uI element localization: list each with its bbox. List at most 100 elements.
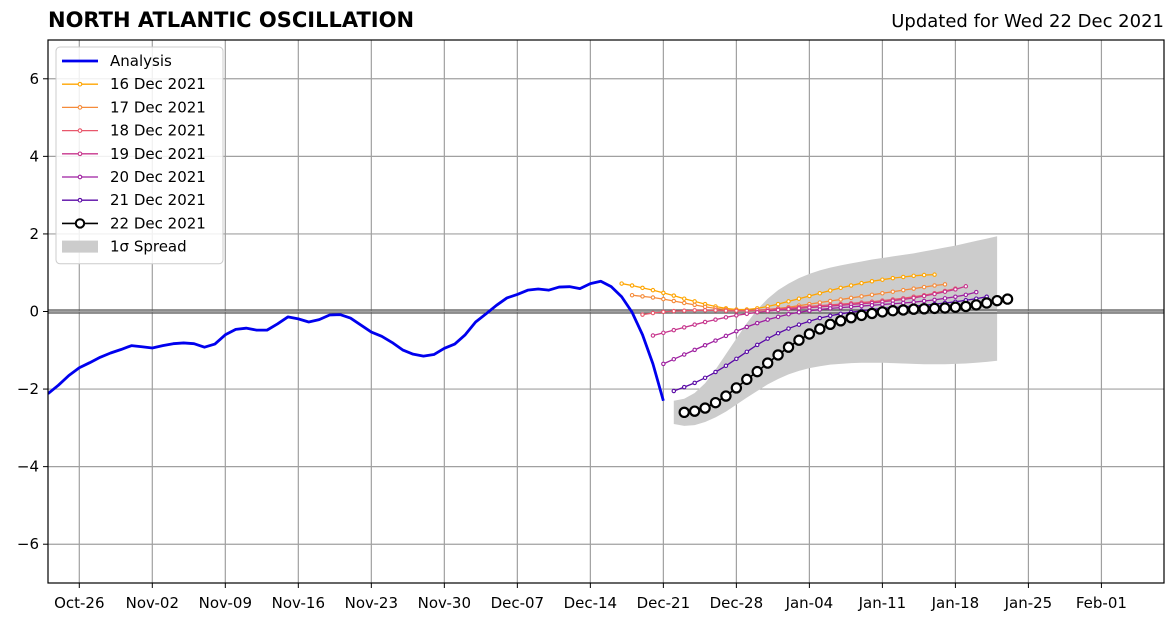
forecast-point [827,298,833,304]
forecast-point [720,390,732,402]
x-tick-label: Jan-11 [858,594,907,612]
forecast-point [932,283,937,288]
forecast-point [911,286,916,291]
forecast-point [845,312,857,324]
legend-item: 20 Dec 2021 [62,168,206,186]
forecast-point [963,284,969,289]
legend-label: Analysis [110,52,172,70]
legend-marker [74,218,86,229]
forecast-point [869,278,875,284]
y-tick-label: −4 [17,458,39,476]
forecast-point [744,349,750,355]
x-tick-label: Jan-18 [931,594,980,612]
plot-frame [47,39,1165,584]
forecast-point [939,302,951,314]
forecast-point [803,328,816,340]
forecast-point [702,342,708,348]
forecast-point [681,308,687,313]
forecast-point [671,388,677,394]
forecast-point [911,273,916,279]
forecast-point [730,382,743,394]
x-tick-label: Jan-25 [1004,594,1053,612]
legend-item: 18 Dec 2021 [62,122,206,140]
forecast-point [692,299,697,304]
legend-label: 1σ Spread [110,238,187,256]
forecast-point [793,334,805,346]
legend-label: 19 Dec 2021 [110,145,206,163]
forecast-point [960,300,972,313]
forecast-point [782,341,795,353]
forecast-point [890,289,896,294]
forecast-point [953,294,958,300]
forecast-point [671,327,677,333]
forecast-point [688,405,701,417]
y-tick-label: 4 [29,147,39,165]
x-tick-label: Dec-21 [637,594,691,612]
forecast-point [734,329,739,334]
forecast-point [692,380,697,386]
forecast-point [786,306,791,312]
forecast-point [970,299,982,311]
legend-marker [77,81,83,87]
forecast-point [681,384,687,390]
y-tick-label: −6 [17,535,39,553]
forecast-point [744,324,750,330]
forecast-point [869,303,875,308]
forecast-point [671,298,677,304]
forecast-point [692,302,697,308]
forecast-point [817,291,823,296]
forecast-point [786,299,791,304]
forecast-point [650,310,656,316]
forecast-point [765,308,770,314]
legend-marker [77,174,83,180]
forecast-point [775,307,781,313]
legend-item: 1σ Spread [62,238,187,256]
forecast-point [827,306,833,311]
forecast-point [855,309,868,322]
legend-marker [77,151,83,157]
forecast-point [650,295,656,300]
forecast-series [661,289,979,367]
forecast-point [838,285,843,291]
forecast-point [859,280,864,286]
spread-band-layer [673,236,998,426]
legend-box [55,46,224,265]
forecast-point [751,365,763,378]
forecast-point [681,296,687,301]
forecast-point [817,315,823,321]
forecast-point [953,287,958,292]
forecast-point [723,333,729,339]
forecast-point [702,375,708,381]
forecast-point [921,284,927,290]
spread-band [673,236,998,426]
legend-label: 21 Dec 2021 [110,191,206,209]
forecast-point [619,281,624,286]
forecast-point [848,295,854,301]
forecast-point [932,297,937,303]
forecast-series [650,284,969,338]
x-tick-label: Dec-14 [564,594,618,612]
x-tick-label: Nov-23 [345,594,398,612]
forecast-point [942,282,948,287]
forecast-point [980,297,993,309]
chart-title: NORTH ATLANTIC OSCILLATION [48,8,415,32]
legend-item: 16 Dec 2021 [62,75,206,93]
forecast-point [692,322,697,327]
forecast-point [848,283,854,288]
forecast-point [838,297,843,302]
legend-item: 22 Dec 2021 [62,214,206,232]
forecast-point [817,307,823,312]
forecast-series [619,272,937,312]
forecast-point [765,336,770,341]
forecast-point [775,301,781,307]
forecast-point [754,342,760,348]
forecast-point [866,307,878,320]
y-tick-label: 6 [29,70,39,88]
forecast-point [796,322,802,327]
forecast-point [827,313,833,319]
forecast-point [786,326,791,331]
forecast-point [671,293,677,298]
legend-item: 19 Dec 2021 [62,145,206,163]
